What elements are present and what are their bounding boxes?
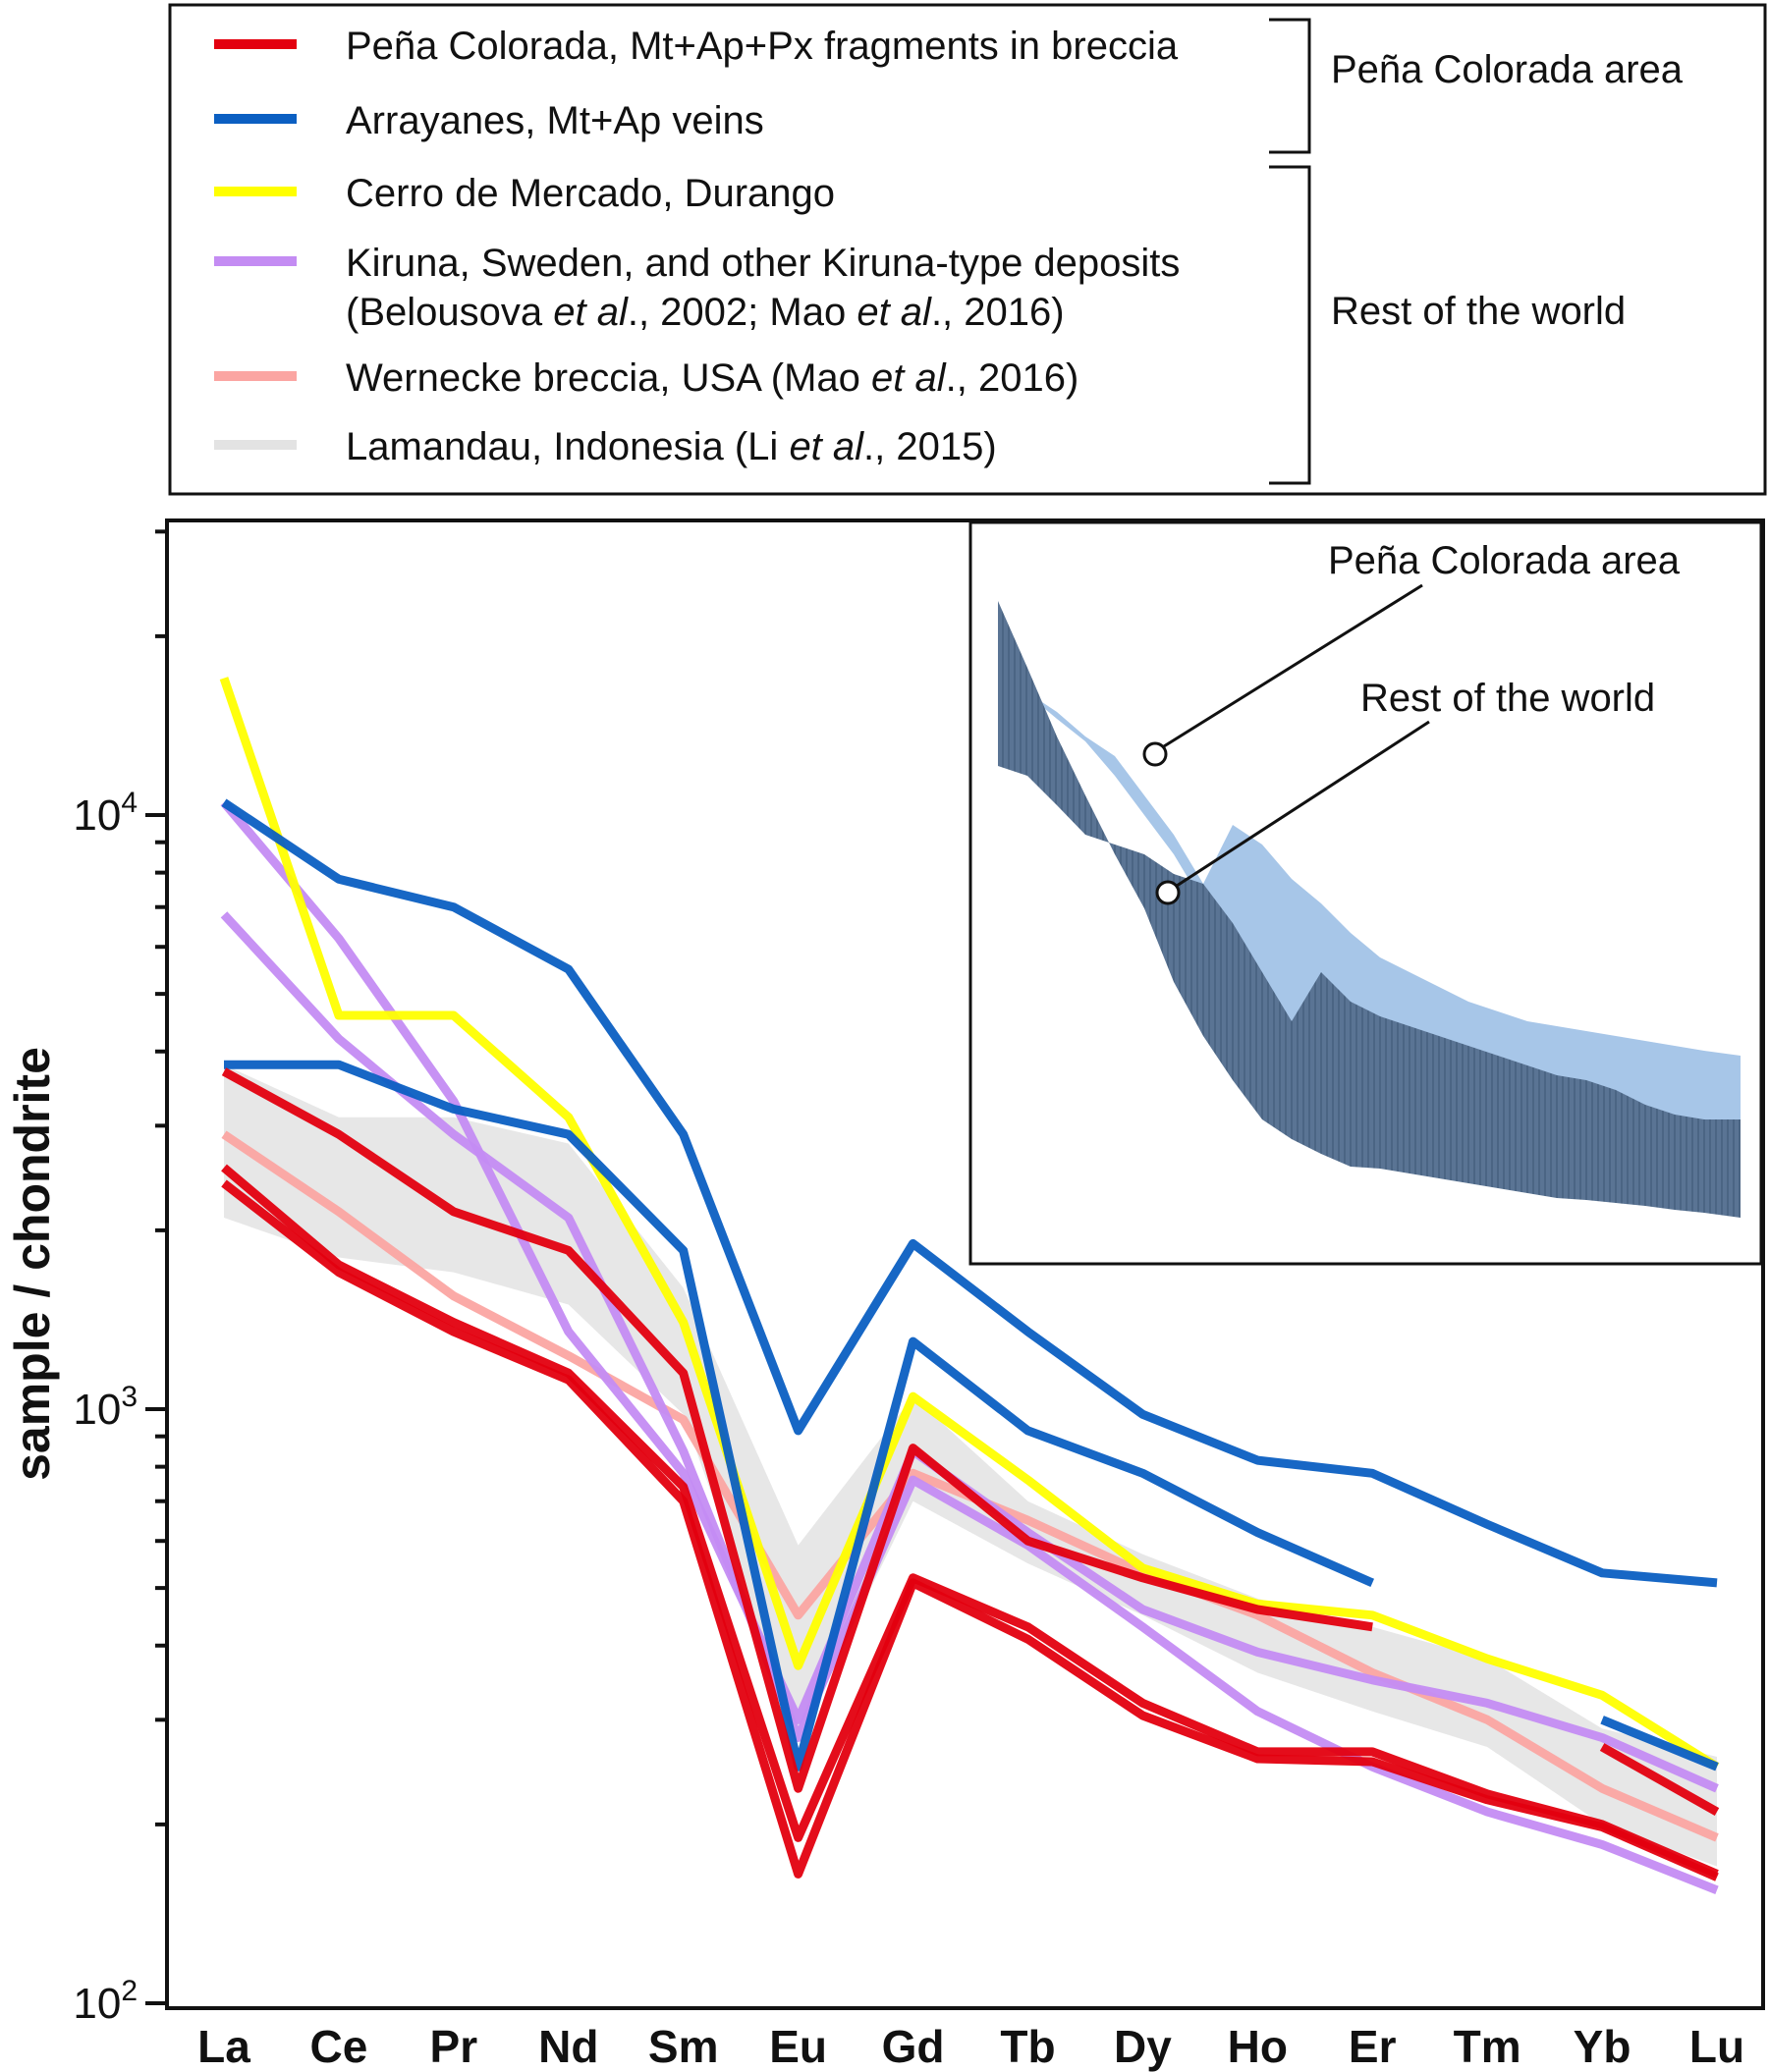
inset-label-world: Rest of the world [1360,677,1655,720]
x-tick-label-Tm: Tm [1454,2021,1521,2072]
y-tick-mantissa: 10 [73,1980,121,2028]
series-line-3 [219,677,1720,1772]
y-tick-exponent: 4 [121,787,138,819]
legend-label-3: Kiruna, Sweden, and other Kiruna-type de… [346,242,1180,285]
legend-items: Peña Colorada, Mt+Ap+Px fragments in bre… [214,25,1180,468]
legend-box [168,3,1767,496]
legend-label-5: Wernecke breccia, USA (Mao et al., 2016) [346,356,1078,400]
series-line-2 [220,911,1719,1894]
x-tick-label-Tb: Tb [1000,2021,1055,2072]
x-tick-label-Eu: Eu [769,2021,827,2072]
inset-leader-world [1176,720,1430,888]
inset-label-pena: Peña Colorada area [1328,539,1681,582]
x-tick-label-Pr: Pr [430,2021,478,2072]
series-line-5 [224,1060,1375,1772]
legend-group-label-world: Rest of the world [1331,290,1626,333]
inset-marker-pena [1142,741,1168,767]
inset-band-pena [998,660,1741,1193]
y-tick-exponent: 2 [121,1975,138,2007]
series-line-8 [1599,1743,1720,1817]
y-axis-title: sample / chondrite [5,1047,60,1481]
inset-leader-pena [1163,583,1423,748]
series-lines [219,677,1720,1894]
series-line-6 [1600,1716,1719,1772]
x-tick-label-Yb: Yb [1574,2021,1631,2072]
y-tick-mantissa: 10 [73,1386,121,1434]
legend-label-1: Arrayanes, Mt+Ap veins [346,99,764,142]
x-tick-labels: La Ce Pr Nd Sm Eu Gd Tb Dy Ho Er Tm Yb Lu [197,2021,1744,2072]
series-line-7 [221,1067,1373,1793]
legend-bracket-world [1269,165,1311,485]
legend-label-6: Lamandau, Indonesia (Li et al., 2015) [346,425,997,468]
x-tick-label-Gd: Gd [882,2021,945,2072]
y-tick-label-1: 103 [73,1381,138,1434]
inset: Peña Colorada area Rest of the world [968,520,1763,1266]
series-line-10 [221,1179,1719,1881]
x-tick-label-Ce: Ce [310,2021,368,2072]
inset-band-world [998,601,1741,1218]
legend-group-label-pena: Peña Colorada area [1331,48,1684,91]
y-tick-label-2: 104 [73,787,138,840]
x-tick-label-Lu: Lu [1689,2021,1744,2072]
y-tick-mantissa: 10 [73,791,121,840]
legend: Peña Colorada, Mt+Ap+Px fragments in bre… [168,3,1767,496]
legend-bracket-pena [1269,18,1311,154]
x-tick-label-Nd: Nd [538,2021,598,2072]
x-tick-label-Er: Er [1349,2021,1397,2072]
inset-marker-world [1155,880,1181,905]
legend-label-0: Peña Colorada, Mt+Ap+Px fragments in bre… [346,25,1179,68]
x-tick-label-Ho: Ho [1228,2021,1288,2072]
x-tick-label-Sm: Sm [648,2021,719,2072]
series-line-9 [221,1164,1719,1879]
y-tick-exponent: 3 [121,1381,138,1413]
legend-label-4: (Belousova et al., 2002; Mao et al., 201… [346,291,1065,334]
series-line-4 [221,798,1718,1588]
y-tick-label-0: 102 [73,1975,138,2028]
band-lamandau-0 [224,1064,1717,1867]
plot-frame [165,518,1765,2010]
legend-label-2: Cerro de Mercado, Durango [346,172,835,215]
x-tick-label-Dy: Dy [1114,2021,1172,2072]
x-tick-label-La: La [197,2021,250,2072]
bands [224,1064,1717,1867]
